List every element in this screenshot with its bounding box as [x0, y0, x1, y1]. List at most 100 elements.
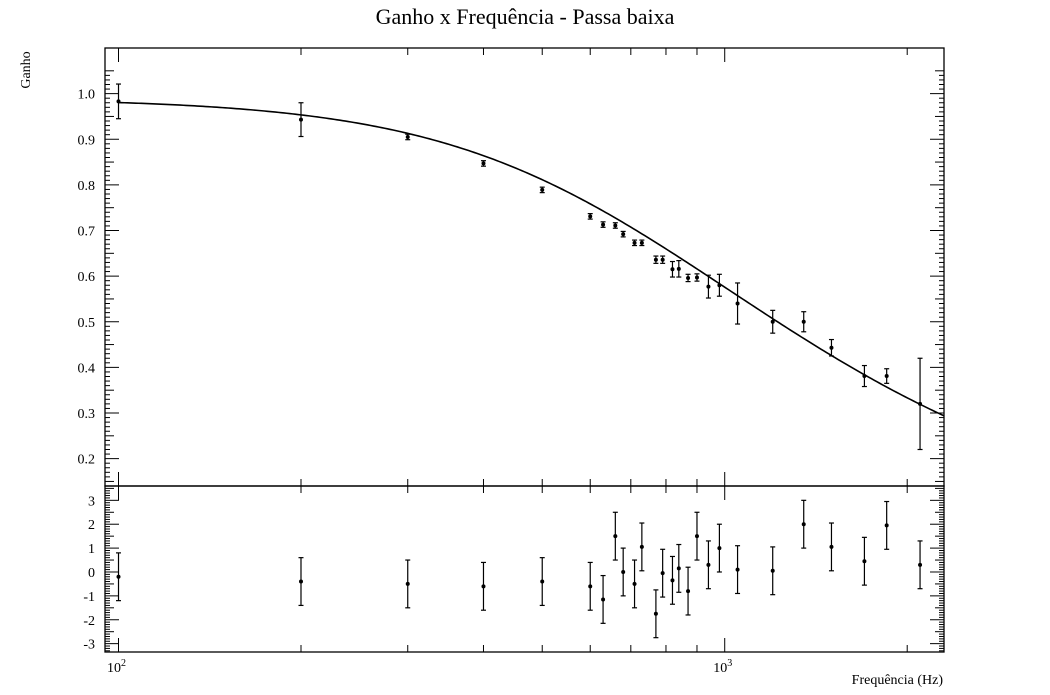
data-point	[716, 523, 722, 573]
x-tick-label-base: 10	[713, 661, 727, 676]
fit-curve	[118, 101, 945, 417]
data-point	[685, 566, 691, 616]
data-point	[612, 222, 618, 229]
data-point	[861, 536, 867, 586]
data-point	[676, 543, 682, 593]
data-marker	[405, 581, 410, 586]
data-marker	[632, 581, 637, 586]
data-point	[660, 255, 666, 264]
x-tick-label-base: 10	[107, 661, 121, 676]
y-tick-label: 1	[88, 542, 95, 557]
data-point	[705, 540, 711, 590]
data-marker	[613, 223, 618, 228]
residual-data-points	[116, 499, 923, 639]
main-axis-tick-labels: 0.2 0.3 0.4 0.5 0.6 0.7 0.8 0.9 1.0	[78, 88, 96, 468]
data-point	[620, 230, 626, 238]
data-point	[669, 555, 675, 605]
y-tick-label: 0.3	[78, 407, 96, 422]
data-marker	[540, 187, 545, 192]
data-point	[861, 364, 867, 388]
data-marker	[770, 319, 775, 324]
x-tick-label: 103	[713, 658, 732, 676]
data-point	[917, 357, 923, 451]
data-point	[116, 552, 122, 602]
data-marker	[717, 546, 722, 551]
x-tick-label: 102	[107, 658, 126, 676]
data-point	[917, 540, 923, 590]
data-marker	[481, 161, 486, 166]
data-marker	[676, 566, 681, 571]
data-point	[632, 559, 638, 609]
data-point	[639, 239, 645, 247]
data-point	[716, 273, 722, 297]
y-tick-label: 0.7	[78, 225, 96, 240]
y-tick-label: 0.9	[78, 133, 96, 148]
data-point	[653, 255, 659, 264]
data-point	[770, 309, 776, 334]
y-tick-label: 0.4	[78, 361, 96, 376]
data-marker	[676, 266, 681, 271]
y-tick-label: 0.8	[78, 179, 96, 194]
data-marker	[540, 579, 545, 584]
data-point	[801, 499, 807, 549]
data-marker	[918, 401, 923, 406]
data-marker	[601, 222, 606, 227]
data-marker	[613, 534, 618, 539]
data-point	[612, 511, 618, 561]
data-point	[676, 260, 682, 278]
data-marker	[116, 574, 121, 579]
data-marker	[862, 559, 867, 564]
data-point	[694, 273, 700, 282]
y-tick-label: 2	[88, 518, 95, 533]
residual-plot-frame	[104, 485, 945, 653]
data-point	[587, 561, 593, 611]
data-marker	[862, 374, 867, 379]
data-marker	[670, 267, 675, 272]
data-point	[480, 561, 486, 611]
main-plot-frame	[104, 47, 945, 487]
data-marker	[632, 240, 637, 245]
data-marker	[686, 275, 691, 280]
chart-title: Ganho x Frequência - Passa baixa	[376, 4, 675, 29]
data-point	[587, 213, 593, 220]
data-marker	[405, 134, 410, 139]
data-point	[705, 274, 711, 299]
y-tick-label: 0.6	[78, 270, 96, 285]
data-marker	[116, 99, 121, 104]
y-tick-label: 0.2	[78, 453, 96, 468]
data-point	[653, 589, 659, 639]
data-marker	[660, 571, 665, 576]
data-point	[639, 522, 645, 572]
data-marker	[694, 275, 699, 280]
data-point	[600, 221, 606, 228]
data-point	[694, 511, 700, 561]
data-marker	[481, 584, 486, 589]
y-tick-label: -3	[83, 638, 95, 653]
data-marker	[717, 283, 722, 288]
main-axis-ticks	[105, 48, 944, 486]
data-marker	[621, 569, 626, 574]
data-point	[828, 338, 834, 357]
data-point	[685, 273, 691, 283]
y-axis-title: Ganho	[19, 51, 34, 88]
x-axis-title: Frequência (Hz)	[852, 673, 944, 688]
data-marker	[735, 301, 740, 306]
data-point	[539, 557, 545, 607]
data-marker	[653, 611, 658, 616]
data-marker	[884, 374, 889, 379]
data-point	[298, 557, 304, 607]
data-marker	[588, 214, 593, 219]
data-marker	[588, 584, 593, 589]
data-point	[770, 546, 776, 596]
data-marker	[801, 319, 806, 324]
data-marker	[801, 522, 806, 527]
data-marker	[884, 523, 889, 528]
data-marker	[639, 544, 644, 549]
data-marker	[829, 345, 834, 350]
data-point	[660, 548, 666, 598]
data-point	[405, 133, 411, 141]
data-point	[632, 239, 638, 247]
main-data-points	[116, 83, 923, 451]
